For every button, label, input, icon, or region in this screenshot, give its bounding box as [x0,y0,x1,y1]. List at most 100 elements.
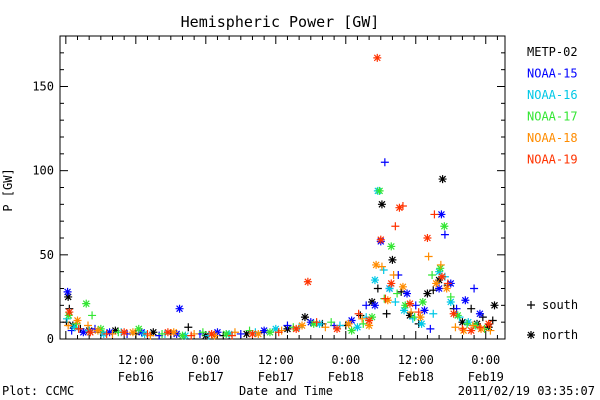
marker-star-north [398,282,407,291]
marker-star-north [467,326,476,335]
marker-star-north [298,321,307,330]
marker-star-north [453,311,462,320]
marker-star-north [435,267,444,276]
marker-plus-south [358,314,367,323]
marker-star-north [73,316,82,325]
marker-star-north [306,318,315,327]
marker-star-north [442,284,451,293]
x-tick-label-time: 12:00 [258,353,294,367]
marker-plus-south [283,321,292,330]
marker-plus-south [429,286,438,295]
marker-plus-south [424,252,433,261]
hemisphere-legend-label: north [542,328,578,342]
marker-star-north [178,331,187,340]
marker-star-north [437,210,446,219]
marker-plus-south [429,309,438,318]
marker-star-north [395,203,404,212]
marker-star-north [265,328,274,337]
marker-star-north [418,297,427,306]
marker-plus-south [527,301,535,309]
marker-star-north [353,323,362,332]
y-axis-label: P [GW] [1,168,15,211]
marker-star-north [344,319,353,328]
marker-plus-south [198,328,207,337]
marker-plus-south [274,328,283,337]
x-axis: 12:00 Feb16 0:00 Feb17 12:00 Feb17 0:00 Feb18 12… [65,36,504,384]
marker-star-north [105,328,114,337]
marker-plus-south [102,329,111,338]
x-tick-label-date: Feb17 [188,370,224,384]
marker-star-north [449,309,458,318]
marker-plus-south [362,301,371,310]
x-tick-label-date: Feb17 [258,370,294,384]
marker-plus-south [379,265,388,274]
marker-plus-south [327,318,336,327]
marker-plus-south [62,314,71,323]
marker-plus-south [64,321,73,330]
marker-star-north [64,292,73,301]
marker-star-north [423,234,432,242]
x-tick-label-time: 0:00 [331,353,360,367]
marker-star-north [388,255,397,264]
marker-plus-south [236,329,245,338]
y-tick-label: 150 [32,80,54,94]
marker-plus-south [451,323,460,332]
marker-plus-south [158,329,167,338]
marker-plus-south [398,202,407,211]
marker-star-north [461,296,470,305]
marker-star-north [420,306,429,315]
marker-plus-south [475,323,484,332]
marker-plus-south [74,324,83,333]
marker-star-north [222,329,231,338]
marker-plus-south [446,292,455,301]
marker-plus-south [389,271,398,280]
marker-star-north [484,319,493,328]
marker-star-north [137,328,146,337]
marker-star-north [368,313,377,322]
marker-star-north [96,324,105,333]
marker-star-north [347,326,356,335]
marker-plus-south [377,262,386,271]
marker-plus-south [393,289,402,298]
marker-plus-south [428,271,437,280]
marker-star-north [365,316,374,325]
marker-star-north [417,319,426,328]
marker-star-north [475,309,484,318]
marker-plus-south [373,284,382,293]
marker-plus-south [381,294,390,303]
y-tick-label: 0 [47,332,54,346]
marker-star-north [376,235,385,244]
marker-star-north [527,331,535,339]
marker-star-north [405,311,414,320]
marker-star-north [260,326,269,335]
marker-star-north [63,287,72,296]
series-noaa-15 [63,158,484,340]
hemisphere-legend: south north [527,298,578,342]
y-axis: 0 50 100 150 [32,35,505,346]
marker-star-north [370,301,379,310]
marker-star-north [423,289,432,298]
footer-timestamp: 2011/02/19 03:35:07 [458,384,595,398]
hemisphere-legend-label: south [542,298,578,312]
marker-plus-south [414,308,423,317]
marker-star-north [440,222,449,231]
marker-star-north [368,297,377,306]
marker-star-north [292,324,301,333]
marker-star-north [134,324,143,333]
marker-plus-south [426,324,435,333]
marker-plus-south [359,319,368,328]
marker-plus-south [458,324,467,333]
marker-plus-south [467,304,476,313]
marker-star-north [93,326,102,335]
marker-star-north [169,328,178,337]
marker-star-north [385,284,394,293]
marker-star-north [446,297,455,306]
x-tick-label-time: 0:00 [191,353,220,367]
x-tick-label-date: Feb18 [328,370,364,384]
marker-star-north [254,329,263,338]
marker-star-north [303,277,312,286]
data-points [62,53,499,340]
marker-star-north [65,308,74,317]
x-tick-label-date: Feb16 [118,370,154,384]
